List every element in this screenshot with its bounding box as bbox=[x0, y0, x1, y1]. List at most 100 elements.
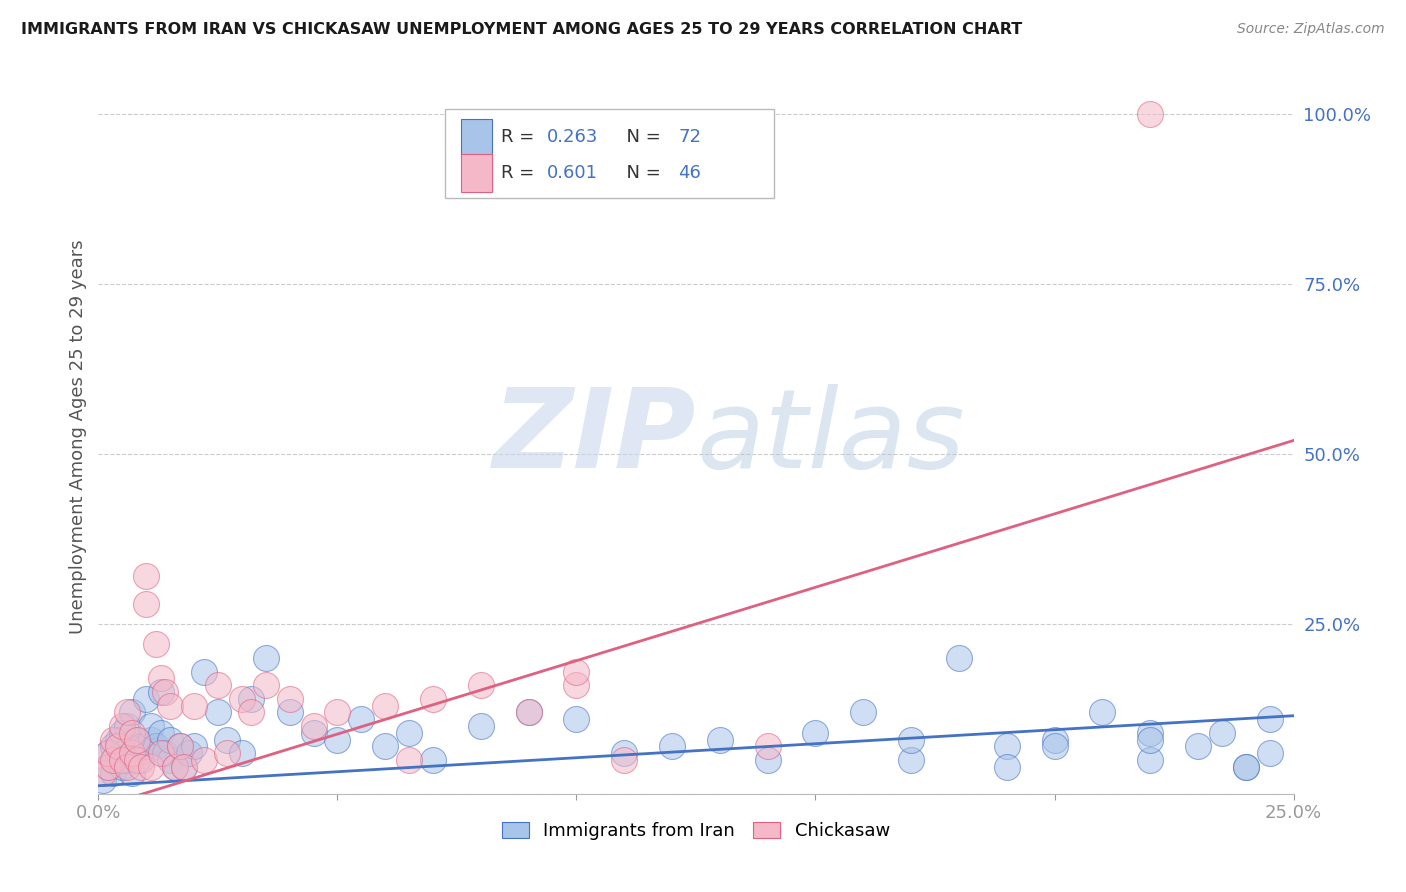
Point bbox=[91, 766, 114, 780]
Point bbox=[159, 753, 181, 767]
Point bbox=[1091, 706, 1114, 720]
Point bbox=[135, 569, 157, 583]
Point bbox=[1139, 732, 1161, 747]
Point bbox=[517, 706, 540, 720]
Point bbox=[173, 760, 195, 774]
Point bbox=[302, 725, 325, 739]
Point bbox=[115, 706, 138, 720]
Point bbox=[97, 746, 120, 760]
Point bbox=[131, 760, 153, 774]
Point bbox=[278, 706, 301, 720]
Point bbox=[183, 698, 205, 713]
Point bbox=[155, 685, 177, 699]
Point bbox=[1043, 732, 1066, 747]
Point bbox=[193, 665, 215, 679]
Text: ZIP: ZIP bbox=[492, 384, 696, 491]
Point bbox=[97, 760, 120, 774]
FancyBboxPatch shape bbox=[461, 119, 492, 156]
Point bbox=[111, 753, 134, 767]
Point bbox=[231, 691, 253, 706]
Point bbox=[302, 719, 325, 733]
Point bbox=[217, 732, 239, 747]
Point bbox=[756, 753, 779, 767]
Point bbox=[995, 760, 1018, 774]
Point bbox=[163, 760, 186, 774]
Point bbox=[398, 753, 420, 767]
Point bbox=[1139, 725, 1161, 739]
Point bbox=[1139, 753, 1161, 767]
Point bbox=[135, 597, 157, 611]
Point bbox=[135, 691, 157, 706]
Text: 0.601: 0.601 bbox=[547, 164, 598, 182]
Point bbox=[169, 739, 191, 754]
Point bbox=[101, 753, 124, 767]
Point bbox=[125, 732, 148, 747]
Text: 72: 72 bbox=[678, 128, 702, 146]
Point bbox=[159, 732, 181, 747]
Point bbox=[374, 739, 396, 754]
Point bbox=[278, 691, 301, 706]
Point bbox=[1234, 760, 1257, 774]
Point bbox=[115, 719, 138, 733]
Text: 46: 46 bbox=[678, 164, 702, 182]
Point bbox=[115, 760, 138, 774]
Point bbox=[125, 753, 148, 767]
Point bbox=[97, 746, 120, 760]
Point bbox=[139, 719, 162, 733]
Point bbox=[107, 732, 129, 747]
Point bbox=[149, 671, 172, 685]
Text: N =: N = bbox=[614, 128, 666, 146]
Point bbox=[193, 753, 215, 767]
Point bbox=[231, 746, 253, 760]
Point bbox=[1258, 712, 1281, 726]
Point bbox=[804, 725, 827, 739]
Point bbox=[240, 691, 263, 706]
FancyBboxPatch shape bbox=[461, 154, 492, 192]
Point bbox=[1258, 746, 1281, 760]
Point bbox=[125, 746, 148, 760]
Point bbox=[121, 746, 143, 760]
Point bbox=[101, 766, 124, 780]
Point bbox=[852, 706, 875, 720]
Point bbox=[149, 685, 172, 699]
Point bbox=[661, 739, 683, 754]
Point bbox=[470, 678, 492, 692]
Point bbox=[565, 665, 588, 679]
Point bbox=[565, 712, 588, 726]
Point bbox=[470, 719, 492, 733]
Point bbox=[97, 760, 120, 774]
Point bbox=[948, 651, 970, 665]
Point bbox=[422, 691, 444, 706]
Point bbox=[111, 760, 134, 774]
Point bbox=[1043, 739, 1066, 754]
Point bbox=[900, 753, 922, 767]
Point bbox=[756, 739, 779, 754]
Point bbox=[1187, 739, 1209, 754]
Text: N =: N = bbox=[614, 164, 666, 182]
Point bbox=[139, 732, 162, 747]
FancyBboxPatch shape bbox=[446, 109, 773, 198]
Point bbox=[326, 732, 349, 747]
Y-axis label: Unemployment Among Ages 25 to 29 years: Unemployment Among Ages 25 to 29 years bbox=[69, 240, 87, 634]
Point bbox=[101, 732, 124, 747]
Point bbox=[145, 637, 167, 651]
Point bbox=[101, 739, 124, 754]
Point bbox=[995, 739, 1018, 754]
Point bbox=[1139, 107, 1161, 121]
Point bbox=[1211, 725, 1233, 739]
Point bbox=[173, 760, 195, 774]
Point bbox=[121, 725, 143, 739]
Point bbox=[149, 725, 172, 739]
Point bbox=[900, 732, 922, 747]
Point bbox=[350, 712, 373, 726]
Point bbox=[115, 753, 138, 767]
Text: R =: R = bbox=[501, 128, 540, 146]
Point bbox=[139, 760, 162, 774]
Point bbox=[326, 706, 349, 720]
Point bbox=[131, 739, 153, 754]
Point bbox=[125, 732, 148, 747]
Point bbox=[565, 678, 588, 692]
Point bbox=[1234, 760, 1257, 774]
Point bbox=[374, 698, 396, 713]
Point bbox=[121, 706, 143, 720]
